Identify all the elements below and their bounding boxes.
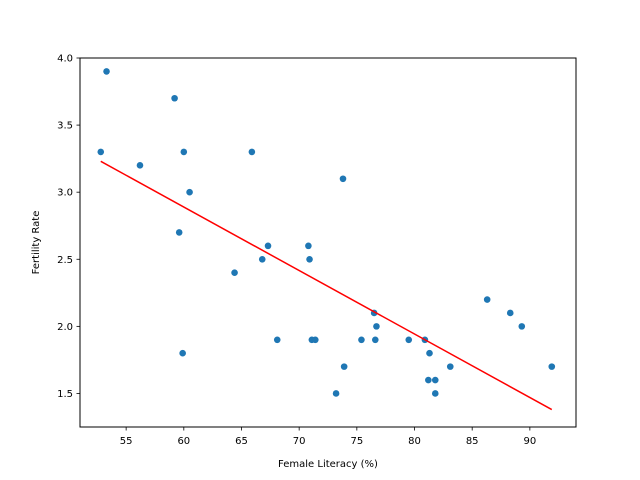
data-point — [136, 162, 144, 169]
points-layer — [97, 68, 556, 397]
data-point — [231, 269, 238, 276]
x-tick-label: 80 — [408, 436, 421, 447]
data-point — [339, 175, 347, 183]
plot-frame — [79, 57, 577, 428]
x-tick-label: 85 — [466, 436, 479, 447]
data-point — [340, 363, 348, 370]
data-point — [518, 323, 526, 330]
data-point — [306, 255, 313, 263]
data-point — [171, 94, 178, 102]
x-tick-label: 60 — [177, 436, 190, 447]
data-point — [373, 323, 380, 330]
x-axis-ticks: 55 60 65 70 75 80 85 90 — [120, 427, 536, 447]
data-point — [175, 229, 183, 236]
data-point — [446, 363, 454, 370]
data-point — [97, 148, 105, 156]
y-tick-label: 4.0 — [57, 54, 73, 65]
data-point — [180, 148, 188, 156]
data-point — [186, 188, 193, 196]
data-point — [358, 336, 365, 344]
data-point — [258, 255, 266, 263]
data-point — [431, 390, 439, 397]
plot-area — [80, 58, 576, 427]
data-point — [264, 242, 272, 250]
y-tick-label: 3.0 — [57, 188, 73, 199]
x-axis-label: Female Literacy (%) — [278, 459, 378, 470]
y-axis-label: Fertility Rate — [31, 211, 42, 275]
data-point — [248, 148, 256, 156]
data-point — [305, 242, 312, 250]
data-point — [483, 296, 491, 303]
data-point — [273, 336, 281, 344]
data-point — [312, 336, 319, 344]
y-axis-ticks: 1.5 2.0 2.5 3.0 3.5 4.0 — [57, 54, 80, 400]
trend-line — [100, 160, 553, 411]
y-tick-label: 1.5 — [57, 389, 73, 400]
data-point — [506, 309, 514, 317]
data-point — [425, 376, 432, 384]
data-point — [103, 68, 110, 75]
data-point — [405, 336, 413, 344]
data-point — [371, 336, 379, 344]
x-tick-label: 75 — [350, 436, 363, 447]
data-point — [548, 363, 556, 370]
data-point — [431, 376, 439, 384]
x-tick-label: 70 — [293, 436, 306, 447]
y-tick-label: 2.5 — [57, 255, 73, 266]
data-point — [179, 349, 186, 357]
y-tick-label: 2.0 — [57, 322, 73, 333]
data-point — [426, 349, 433, 357]
x-tick-label: 65 — [235, 436, 248, 447]
trend-layer — [100, 160, 553, 411]
data-point — [332, 390, 340, 397]
x-tick-label: 55 — [120, 436, 133, 447]
y-tick-label: 3.5 — [57, 121, 73, 132]
x-tick-label: 90 — [523, 436, 536, 447]
